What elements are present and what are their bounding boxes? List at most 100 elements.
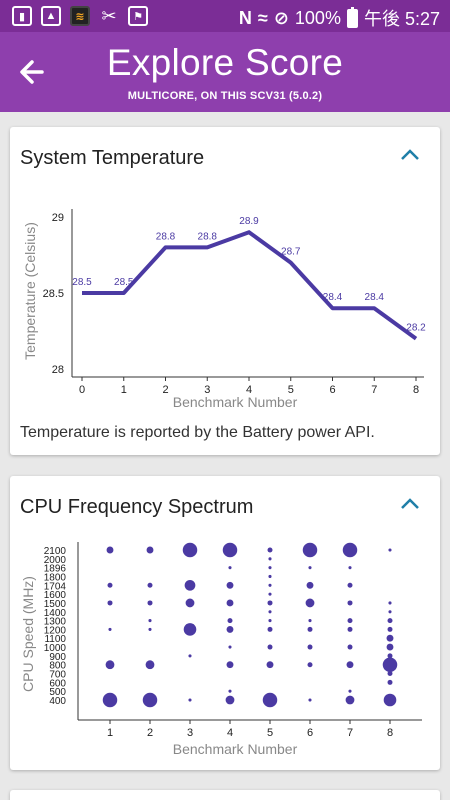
- y-tick-label: 1704: [44, 581, 67, 592]
- frequency-point: [108, 627, 112, 631]
- frequency-point: [268, 566, 272, 570]
- x-tick-label: 3: [204, 384, 210, 396]
- x-tick-label: 6: [329, 384, 335, 396]
- frequency-point: [267, 600, 273, 606]
- frequency-point: [182, 542, 198, 558]
- frequency-point: [147, 600, 153, 606]
- frequency-point: [342, 542, 358, 558]
- frequency-point: [347, 626, 353, 632]
- contacts-icon: ▮: [12, 6, 32, 26]
- frequency-point: [184, 579, 196, 591]
- frequency-point: [387, 653, 393, 659]
- frequency-point: [388, 610, 392, 614]
- frequency-point: [305, 598, 315, 608]
- y-tick-label: 700: [49, 670, 66, 681]
- frequency-point: [183, 623, 197, 636]
- x-tick-label: 0: [79, 384, 85, 396]
- card-title: CPU Frequency Spectrum: [20, 496, 254, 518]
- flag-icon: ⚑: [128, 6, 148, 26]
- frequency-point: [226, 625, 234, 633]
- frequency-point: [147, 582, 153, 588]
- frequency-point: [266, 661, 274, 669]
- frequency-point: [308, 698, 312, 702]
- frequency-point: [347, 618, 353, 624]
- data-label: 28.4: [365, 292, 385, 303]
- data-label: 28.2: [406, 323, 426, 334]
- frequency-point: [142, 692, 158, 708]
- frequency-point: [226, 581, 234, 589]
- frequency-point: [347, 600, 353, 606]
- y-tick-label: 1400: [44, 608, 67, 619]
- frequency-point: [383, 693, 397, 707]
- frequency-point: [267, 626, 273, 632]
- temperature-chart: 28 28.5 29 0 1 2 3 4 5 6 7 8 Benchmark Number Tempera…: [22, 209, 426, 410]
- data-label: 28.8: [156, 231, 176, 242]
- frequency-point: [227, 618, 233, 624]
- x-tick-label: 4: [227, 727, 233, 739]
- frequency-point: [228, 689, 232, 693]
- clock: 午後 5:27: [363, 9, 440, 29]
- y-tick-label: 2100: [44, 546, 67, 557]
- cpu-frequency-chart: 4005006007008009001000110012001300140015…: [20, 542, 422, 757]
- collapse-button[interactable]: [398, 145, 422, 165]
- frequency-point: [185, 598, 195, 608]
- battery-icon: [346, 6, 358, 28]
- frequency-point: [222, 542, 238, 558]
- x-tick-label: 1: [107, 727, 113, 739]
- x-tick-label: 7: [347, 727, 353, 739]
- temperature-card: System Temperature 28 28.5 29 0 1 2 3 4 5 6 7 8 Benc…: [10, 127, 440, 455]
- x-tick-label: 8: [413, 384, 419, 396]
- tools-icon: ✂: [101, 5, 117, 26]
- frequency-point: [382, 657, 398, 672]
- data-label: 28.5: [114, 277, 134, 288]
- system-status: N ≈ ⊘ 100% 午後 5:27: [239, 5, 440, 31]
- frequency-point: [188, 654, 192, 658]
- data-label: 28.8: [198, 231, 218, 242]
- frequency-point: [307, 644, 313, 650]
- x-axis-label: Benchmark Number: [173, 741, 298, 757]
- frequency-point: [107, 600, 113, 606]
- y-tick-label: 2000: [44, 555, 67, 566]
- frequency-point: [347, 644, 353, 650]
- y-tick-label: 800: [49, 661, 66, 672]
- battery-percent: 100%: [294, 7, 341, 28]
- y-tick-label: 1600: [44, 590, 67, 601]
- x-axis-label: Benchmark Number: [173, 394, 298, 410]
- frequency-point: [347, 582, 353, 588]
- y-tick-label: 29: [52, 212, 64, 224]
- frequency-point: [226, 661, 234, 669]
- temperature-series-line: [82, 230, 418, 341]
- back-button[interactable]: [18, 52, 48, 92]
- frequency-point: [268, 583, 272, 587]
- x-tick-label: 3: [187, 727, 193, 739]
- page-title: Explore Score: [106, 42, 344, 83]
- card-note: Temperature is reported by the Battery p…: [20, 424, 375, 441]
- y-tick-label: 600: [49, 678, 66, 689]
- data-label: 28.9: [239, 216, 259, 227]
- frequency-point: [348, 566, 352, 570]
- frequency-point: [387, 626, 393, 632]
- x-tick-label: 1: [121, 384, 127, 396]
- notification-icons: ▮ ▲ ≋ ✂ ⚑: [12, 6, 148, 26]
- x-tick-label: 4: [246, 384, 252, 396]
- y-tick-label: 1300: [44, 617, 67, 628]
- frequency-point: [105, 660, 115, 670]
- y-tick-label: 900: [49, 652, 66, 663]
- y-axis-label: Temperature (Celsius): [22, 222, 38, 360]
- mute-icon: ⊘: [273, 7, 289, 28]
- frequency-point: [306, 581, 314, 589]
- y-tick-label: 500: [49, 687, 66, 698]
- chevron-up-icon: [401, 149, 419, 160]
- frequency-point: [345, 695, 355, 705]
- y-tick-label: 1500: [44, 599, 67, 610]
- app-bar: Explore Score MULTICORE, ON THIS SCV31 (…: [0, 32, 450, 112]
- y-tick-label: 1200: [44, 625, 67, 636]
- x-tick-label: 2: [162, 384, 168, 396]
- frequency-point: [388, 601, 392, 605]
- back-arrow-icon: [20, 60, 44, 84]
- x-tick-label: 2: [147, 727, 153, 739]
- gallery-icon: ▲: [41, 6, 61, 26]
- frequency-point: [308, 566, 312, 570]
- card-title: System Temperature: [20, 147, 205, 169]
- collapse-button[interactable]: [398, 494, 422, 514]
